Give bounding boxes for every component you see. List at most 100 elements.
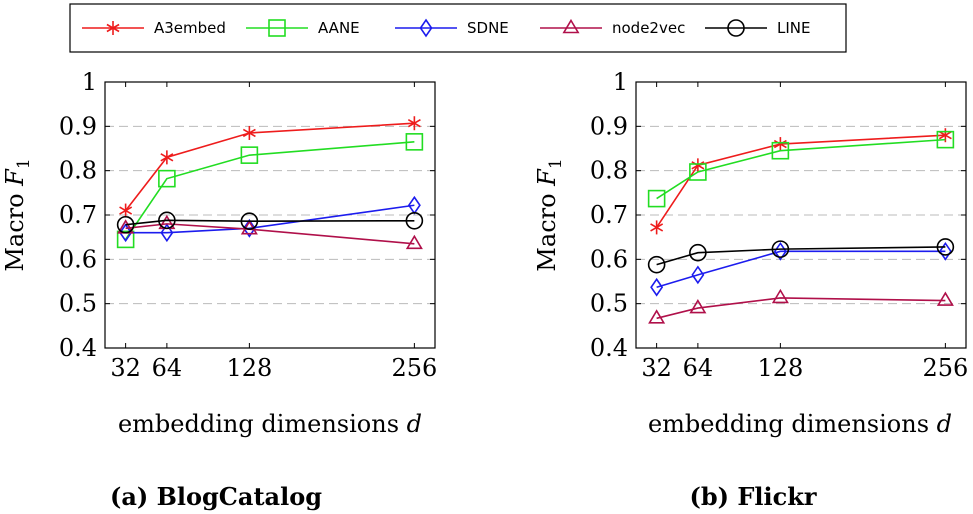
data-point bbox=[240, 212, 259, 231]
series-line bbox=[125, 204, 415, 234]
y-axis-label-var: F bbox=[533, 168, 561, 187]
series-aane bbox=[647, 130, 955, 208]
legend-item-aane: AANE bbox=[246, 19, 360, 37]
series-line bbox=[125, 219, 415, 226]
y-axis-label-var: F bbox=[1, 168, 29, 187]
data-point bbox=[116, 230, 135, 249]
legend-marker-triangle-icon bbox=[562, 18, 580, 34]
series-node2vec bbox=[648, 288, 954, 324]
data-point bbox=[119, 223, 133, 243]
x-axis-label-text: embedding dimensions bbox=[648, 410, 937, 438]
y-axis-label: Macro F1 bbox=[1, 158, 34, 271]
x-tick-label: 256 bbox=[922, 354, 968, 382]
x-tick-label: 32 bbox=[110, 354, 141, 382]
series-line bbox=[656, 246, 946, 266]
data-point bbox=[689, 163, 707, 181]
data-point bbox=[648, 309, 666, 324]
data-point bbox=[771, 288, 789, 304]
data-point bbox=[689, 299, 707, 314]
data-point bbox=[158, 169, 176, 188]
data-point bbox=[773, 137, 787, 152]
legend-marker-circle-icon bbox=[727, 19, 745, 37]
series-line bbox=[125, 223, 415, 245]
data-point bbox=[771, 240, 790, 258]
data-point bbox=[158, 211, 176, 230]
series-line bbox=[116, 211, 424, 234]
data-point bbox=[407, 116, 421, 131]
y-tick-label: 0.9 bbox=[590, 112, 628, 140]
y-tick-label: 1 bbox=[613, 68, 628, 96]
legend-label: AANE bbox=[318, 19, 360, 37]
y-tick-label: 0.5 bbox=[59, 290, 97, 318]
data-point bbox=[936, 238, 955, 256]
data-point bbox=[647, 255, 666, 274]
data-point bbox=[689, 243, 707, 262]
x-tick-label: 64 bbox=[683, 354, 714, 382]
series-sdne bbox=[119, 195, 421, 243]
y-tick-label: 0.4 bbox=[590, 334, 628, 362]
legend-item-sdne: SDNE bbox=[395, 18, 509, 38]
y-axis-label-sub: 1 bbox=[546, 158, 566, 169]
legend: A3embed AANE SDNE node2vec LINE bbox=[69, 3, 847, 53]
series-line bbox=[656, 138, 946, 200]
y-tick-label: 0.4 bbox=[59, 334, 97, 362]
series-line bbox=[656, 250, 946, 289]
y-tick-label: 0.7 bbox=[59, 201, 97, 229]
data-point bbox=[647, 189, 666, 208]
x-axis-label-var: d bbox=[407, 410, 422, 438]
y-tick-label: 0.5 bbox=[590, 290, 628, 318]
x-axis-label: embedding dimensions d bbox=[648, 410, 952, 438]
legend-item-a3embed: A3embed bbox=[82, 19, 226, 37]
series-sdne bbox=[650, 241, 952, 297]
data-point bbox=[405, 133, 424, 151]
y-axis-label-sub: 1 bbox=[14, 158, 34, 169]
x-axis-label-var: d bbox=[937, 410, 952, 438]
x-axis-label-text: embedding dimensions bbox=[118, 410, 407, 438]
data-point bbox=[160, 223, 174, 243]
legend-label: A3embed bbox=[154, 19, 226, 37]
panel-caption: (a) BlogCatalog bbox=[110, 482, 322, 511]
x-tick-label: 32 bbox=[641, 354, 672, 382]
series-aane bbox=[116, 133, 424, 249]
y-tick-label: 0.6 bbox=[59, 245, 97, 273]
series-line bbox=[647, 238, 955, 274]
data-point bbox=[650, 220, 664, 235]
series-line bbox=[655, 134, 946, 228]
y-axis-label-text: Macro bbox=[1, 186, 29, 272]
series-a3embed bbox=[119, 116, 421, 218]
data-point bbox=[160, 150, 174, 165]
y-tick-label: 1 bbox=[82, 68, 97, 96]
data-point bbox=[242, 125, 256, 140]
series-line bbox=[124, 122, 415, 212]
data-point bbox=[650, 277, 664, 297]
y-tick-label: 0.7 bbox=[590, 201, 628, 229]
data-point bbox=[691, 158, 705, 173]
data-point bbox=[936, 291, 954, 306]
x-tick-label: 64 bbox=[152, 354, 183, 382]
y-axis-label: Macro F1 bbox=[533, 158, 566, 271]
data-point bbox=[691, 265, 705, 285]
y-tick-label: 0.9 bbox=[59, 112, 97, 140]
legend-label: node2vec bbox=[612, 19, 685, 37]
data-point bbox=[405, 211, 424, 230]
y-axis-label-text: Macro bbox=[533, 186, 561, 272]
legend-marker-diamond-icon bbox=[419, 18, 433, 38]
data-point bbox=[116, 215, 135, 234]
data-point bbox=[938, 241, 952, 261]
legend-marker-star-icon bbox=[106, 21, 120, 35]
y-tick-label: 0.8 bbox=[59, 157, 97, 185]
legend-label: LINE bbox=[777, 19, 810, 37]
y-tick-label: 0.6 bbox=[590, 245, 628, 273]
series-line bbox=[124, 141, 415, 240]
x-tick-label: 128 bbox=[757, 354, 803, 382]
series-a3embed bbox=[650, 128, 952, 235]
data-point bbox=[119, 203, 133, 218]
legend-label: SDNE bbox=[467, 19, 509, 37]
data-point bbox=[771, 141, 790, 160]
y-tick-label: 0.8 bbox=[590, 157, 628, 185]
data-point bbox=[936, 130, 955, 149]
legend-marker-square-icon bbox=[268, 19, 286, 37]
